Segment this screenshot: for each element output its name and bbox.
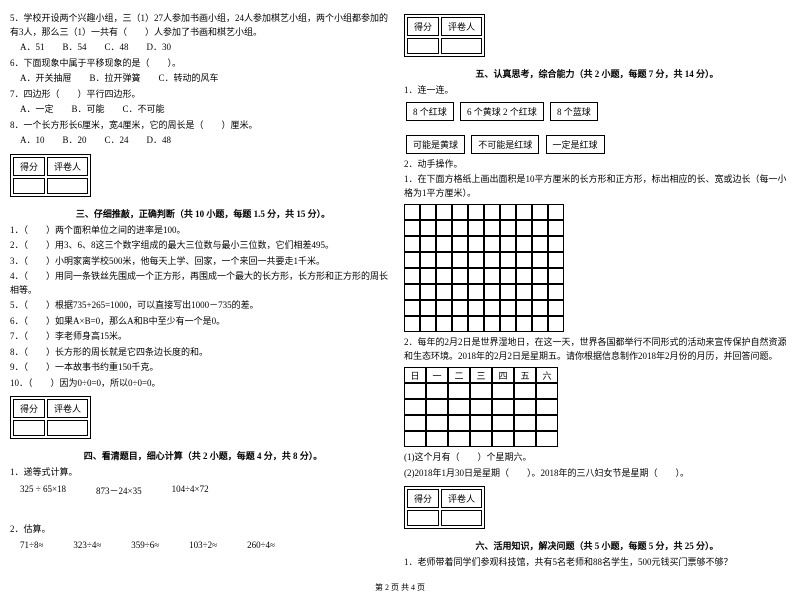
c2b: 323÷4≈ <box>73 540 101 550</box>
j10: 10．（ ）因为0÷0=0，所以0÷0=0。 <box>10 377 396 391</box>
j4: 4．（ ）用同一条铁丝先围成一个正方形，再围成一个最大的长方形，长方形和正方形的… <box>10 270 396 297</box>
c2d: 103÷2≈ <box>189 540 217 550</box>
grader-label: 评卷人 <box>47 157 88 176</box>
q2b1: (1)这个月有（ ）个星期六。 <box>404 451 790 465</box>
c1: 1．递等式计算。 <box>10 466 396 480</box>
q5-opts: A．51 B．54 C．48 D．30 <box>20 41 396 55</box>
c2: 2．估算。 <box>10 523 396 537</box>
q7-opts: A．一定 B．可能 C．不可能 <box>20 103 396 117</box>
score-box-4: 得分评卷人 <box>10 396 91 439</box>
score-box-3: 得分评卷人 <box>10 154 91 197</box>
score-label: 得分 <box>407 489 439 508</box>
box-row-1: 8 个红球 6 个黄球 2 个红球 8 个蓝球 <box>404 100 790 123</box>
q2b2: (2)2018年1月30日是星期（ ）。2018年的三八妇女节是星期（ ）。 <box>404 467 790 481</box>
j7: 7．（ ）李老师身高15米。 <box>10 330 396 344</box>
score-label: 得分 <box>13 157 45 176</box>
section3-title: 三、仔细推敲，正确判断（共 10 小题，每题 1.5 分，共 15 分）。 <box>10 207 396 220</box>
c2e: 260÷4≈ <box>247 540 275 550</box>
section4-title: 四、看清题目，细心计算（共 2 小题，每题 4 分，共 8 分）。 <box>10 449 396 462</box>
j3: 3．（ ）小明家离学校500米，他每天上学、回家，一个来回一共要走1千米。 <box>10 255 396 269</box>
box-row-2: 可能是黄球 不可能是红球 一定是红球 <box>404 133 790 156</box>
q6: 6．下面现象中属于平移现象的是（ ）。 <box>10 57 396 71</box>
c1c: 104÷4×72 <box>172 484 209 497</box>
grader-label: 评卷人 <box>441 489 482 508</box>
box1: 8 个红球 <box>406 102 454 121</box>
q7: 7．四边形（ ）平行四边形。 <box>10 88 396 102</box>
calc-row-2: 71÷8≈ 323÷4≈ 359÷6≈ 103÷2≈ 260÷4≈ <box>20 540 386 550</box>
right-column: 得分评卷人 五、认真思考，综合能力（共 2 小题，每题 7 分，共 14 分）。… <box>404 10 790 572</box>
q8: 8．一个长方形长6厘米，宽4厘米，它的周长是（ ）厘米。 <box>10 119 396 133</box>
box4: 可能是黄球 <box>406 135 465 154</box>
c2a: 71÷8≈ <box>20 540 43 550</box>
j8: 8．（ ）长方形的周长就是它四条边长度的和。 <box>10 346 396 360</box>
c2c: 359÷6≈ <box>131 540 159 550</box>
p1: 1．老师带着同学们参观科技馆，共有5名老师和88名学生，500元钱买门票够不够？ <box>404 556 790 570</box>
left-column: 5．学校开设两个兴趣小组，三（1）27人参加书画小组，24人参加棋艺小组，两个小… <box>10 10 396 572</box>
score-box-6: 得分评卷人 <box>404 486 485 529</box>
section6-title: 六、活用知识，解决问题（共 5 小题，每题 5 分，共 25 分）。 <box>404 539 790 552</box>
c1a: 325 ÷ 65×18 <box>20 484 66 497</box>
t2: 2．动手操作。 <box>404 158 790 172</box>
calc-row-1: 325 ÷ 65×18 873－24×35 104÷4×72 <box>20 484 386 497</box>
q5: 5．学校开设两个兴趣小组，三（1）27人参加书画小组，24人参加棋艺小组，两个小… <box>10 12 396 39</box>
q6-opts: A．开关抽屉 B．拉开弹簧 C．转动的风车 <box>20 72 396 86</box>
j9: 9．（ ）一本故事书约重150千克。 <box>10 361 396 375</box>
box3: 8 个蓝球 <box>550 102 598 121</box>
score-label: 得分 <box>13 399 45 418</box>
j1: 1．（ ）两个面积单位之间的进率是100。 <box>10 224 396 238</box>
box6: 一定是红球 <box>546 135 605 154</box>
j2: 2．（ ）用3、6、8这三个数字组成的最大三位数与最小三位数，它们相差495。 <box>10 239 396 253</box>
box5: 不可能是红球 <box>471 135 539 154</box>
j6: 6．（ ）如果A×B=0，那么A和B中至少有一个是0。 <box>10 315 396 329</box>
box2: 6 个黄球 2 个红球 <box>460 102 544 121</box>
j5: 5．（ ）根据735+265=1000，可以直接写出1000－735的差。 <box>10 299 396 313</box>
q8-opts: A．10 B．20 C．24 D．48 <box>20 134 396 148</box>
page-footer: 第 2 页 共 4 页 <box>10 582 790 593</box>
t2a: 1．在下面方格纸上画出面积是10平方厘米的长方形和正方形，标出相应的长、宽或边长… <box>404 173 790 200</box>
grader-label: 评卷人 <box>441 17 482 36</box>
score-box-5: 得分评卷人 <box>404 14 485 57</box>
calendar: 日一二三四五六 <box>404 367 790 447</box>
t2b: 2．每年的2月2日是世界湿地日，在这一天，世界各国都举行不同形式的活动来宣传保护… <box>404 336 790 363</box>
grader-label: 评卷人 <box>47 399 88 418</box>
score-label: 得分 <box>407 17 439 36</box>
t1: 1．连一连。 <box>404 84 790 98</box>
grid-paper <box>404 204 564 332</box>
section5-title: 五、认真思考，综合能力（共 2 小题，每题 7 分，共 14 分）。 <box>404 67 790 80</box>
c1b: 873－24×35 <box>96 484 142 497</box>
